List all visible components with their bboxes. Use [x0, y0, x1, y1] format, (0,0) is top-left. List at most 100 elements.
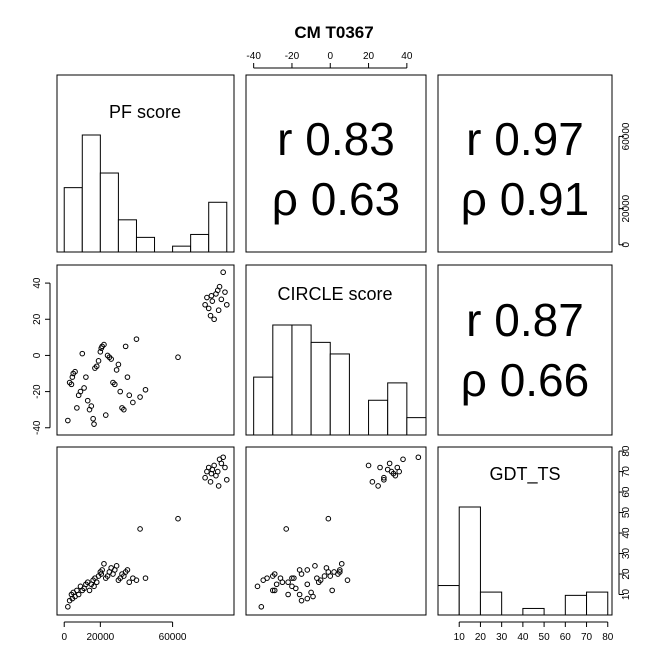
- scatter-point-circle-vs-pf: [79, 350, 86, 357]
- scatter-point-gdt-vs-pf: [126, 579, 133, 586]
- scatter-point-gdt-vs-circle: [338, 560, 345, 567]
- scatter-point-circle-vs-pf: [65, 417, 71, 424]
- histogram-bar-gdt: [437, 585, 460, 616]
- histogram-bar-gdt: [479, 591, 503, 616]
- scatter-point-circle-vs-pf: [142, 386, 149, 393]
- histogram-bar-gdt: [564, 594, 588, 616]
- y-axis-left-circle-tick-label: 20: [32, 313, 43, 325]
- x-axis-bottom-pf-tick-label: 20000: [86, 632, 114, 643]
- scatter-point-gdt-vs-pf: [202, 474, 208, 481]
- x-axis-top-circle-tick-label: 40: [401, 51, 413, 62]
- histogram-bar-pf: [208, 201, 228, 253]
- histogram-bar-circle: [291, 324, 312, 436]
- scatter-point-circle-vs-pf: [90, 415, 96, 422]
- scatter-point-gdt-vs-circle: [285, 591, 291, 598]
- x-axis-bottom-gdt-tick-label: 40: [517, 632, 529, 643]
- panel-scatter-circle-vs-pf: [56, 264, 235, 436]
- y-axis-left-circle-tick-label: 0: [32, 352, 43, 358]
- scatter-point-circle-vs-pf: [74, 405, 80, 411]
- histogram-bar-circle: [329, 353, 350, 436]
- scatter-point-gdt-vs-circle: [271, 587, 278, 594]
- y-axis-right-gdt-tick-label: 30: [621, 548, 632, 560]
- scatter-point-circle-vs-pf: [81, 385, 87, 391]
- scatter-point-gdt-vs-circle: [400, 456, 406, 463]
- scatter-point-gdt-vs-pf: [137, 526, 143, 532]
- histogram-bar-circle: [272, 324, 293, 436]
- scatter-point-gdt-vs-circle: [386, 460, 393, 467]
- scatter-point-gdt-vs-circle: [273, 581, 280, 588]
- scatter-point-gdt-vs-circle: [283, 526, 290, 532]
- label-pf-score: PF score: [109, 102, 181, 122]
- scatter-point-circle-vs-pf: [102, 412, 109, 418]
- scatter-point-gdt-vs-circle: [321, 573, 328, 579]
- scatter-point-circle-vs-pf: [130, 399, 136, 406]
- scatter-point-gdt-vs-circle: [304, 595, 311, 602]
- scatter-point-gdt-vs-pf: [207, 479, 214, 485]
- scatter-point-circle-vs-pf: [88, 403, 95, 409]
- scatter-point-circle-vs-pf: [113, 367, 120, 373]
- scatter-point-gdt-vs-pf: [99, 567, 105, 573]
- histogram-bar-pf: [99, 172, 119, 253]
- corr-pf-circle-r: r 0.83: [277, 113, 395, 165]
- scatter-point-circle-vs-pf: [77, 388, 84, 395]
- scatter-point-circle-vs-pf: [69, 374, 76, 380]
- scatter-point-gdt-vs-circle: [304, 581, 311, 588]
- scatter-point-gdt-vs-circle: [310, 593, 316, 600]
- scatter-point-gdt-vs-pf: [211, 462, 217, 469]
- scatter-point-gdt-vs-circle: [312, 563, 318, 569]
- scatter-point-gdt-vs-pf: [208, 470, 215, 477]
- y-axis-right-pf-tick-label: 20000: [621, 194, 632, 222]
- scatter-point-gdt-vs-circle: [394, 464, 401, 471]
- scatter-point-gdt-vs-circle: [317, 577, 324, 583]
- y-axis-right-gdt-tick-label: 70: [621, 466, 632, 478]
- scatter-point-gdt-vs-pf: [86, 587, 93, 594]
- histogram-bar-pf: [190, 233, 210, 253]
- panel-scatter-gdt-vs-circle: [245, 446, 427, 616]
- corr-pf-gdt-r: r 0.97: [466, 113, 584, 165]
- scatter-point-gdt-vs-circle: [381, 476, 387, 483]
- histogram-bar-circle: [368, 399, 389, 436]
- histogram-bar-pf: [135, 236, 156, 253]
- scatter-point-gdt-vs-circle: [298, 597, 305, 604]
- scatter-point-gdt-vs-pf: [142, 575, 149, 581]
- scatter-point-circle-vs-pf: [117, 388, 124, 395]
- scatter-point-gdt-vs-circle: [270, 587, 276, 594]
- scatter-point-gdt-vs-circle: [415, 454, 422, 461]
- x-axis-bottom-gdt-tick-label: 50: [539, 632, 551, 643]
- scatter-point-gdt-vs-circle: [337, 569, 343, 575]
- x-axis-top-circle-tick-label: -40: [246, 51, 261, 62]
- histogram-bar-gdt: [586, 591, 609, 616]
- scatter-point-gdt-vs-circle: [369, 479, 376, 485]
- histogram-bar-pf: [172, 245, 192, 253]
- x-axis-bottom-pf-tick-label: 60000: [159, 632, 187, 643]
- x-axis-bottom-gdt-tick-label: 10: [454, 632, 466, 643]
- x-axis-top-circle-tick-label: 0: [327, 51, 333, 62]
- scatter-point-gdt-vs-circle: [270, 573, 276, 579]
- scatter-point-circle-vs-pf: [121, 406, 127, 413]
- scatter-point-circle-vs-pf: [211, 316, 217, 323]
- label-circle-score: CIRCLE score: [277, 284, 392, 304]
- scatter-point-circle-vs-pf: [68, 381, 75, 388]
- scatter-point-circle-vs-pf: [222, 289, 228, 295]
- scatter-point-gdt-vs-circle: [384, 466, 391, 473]
- scatter-point-circle-vs-pf: [115, 361, 122, 368]
- scatter-point-gdt-vs-pf: [214, 468, 221, 475]
- panel-corr-circle-gdt: [437, 264, 613, 436]
- scatter-point-gdt-vs-circle: [264, 575, 270, 581]
- x-axis-bottom-pf-tick-label: 0: [61, 632, 67, 643]
- scatter-point-gdt-vs-pf: [65, 604, 71, 610]
- histogram-bar-circle: [406, 417, 427, 436]
- scatter-point-circle-vs-pf: [218, 296, 225, 303]
- panel-corr-pf-gdt: [437, 74, 613, 253]
- scatter-point-circle-vs-pf: [93, 363, 100, 370]
- scatter-point-gdt-vs-circle: [258, 604, 265, 610]
- scatter-point-gdt-vs-circle: [325, 515, 332, 522]
- histogram-bar-gdt: [458, 506, 481, 616]
- x-axis-top-circle-tick-label: -20: [285, 51, 300, 62]
- scatter-point-gdt-vs-circle: [375, 483, 381, 489]
- scatter-point-gdt-vs-pf: [175, 515, 181, 522]
- scatter-point-circle-vs-pf: [84, 397, 91, 404]
- x-axis-bottom-gdt-tick-label: 30: [496, 632, 508, 643]
- y-axis-right-gdt-tick-label: 10: [621, 589, 632, 601]
- scatter-point-gdt-vs-circle: [277, 575, 284, 581]
